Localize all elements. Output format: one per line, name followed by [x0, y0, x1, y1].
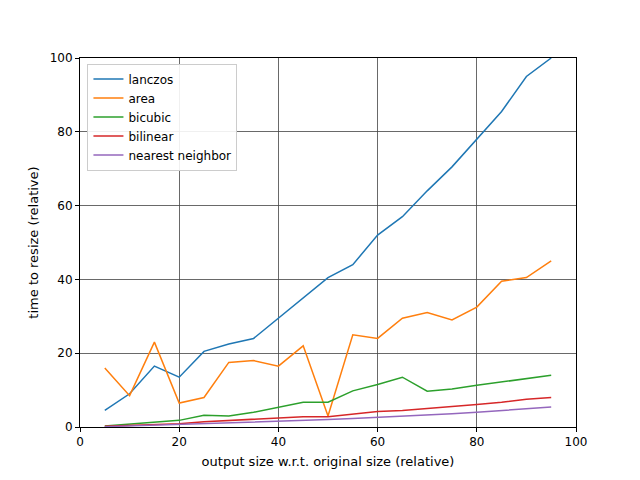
svg-text:20: 20 — [57, 346, 72, 360]
svg-text:output size w.r.t. original si: output size w.r.t. original size (relati… — [202, 454, 455, 469]
svg-text:60: 60 — [370, 435, 385, 449]
svg-text:0: 0 — [76, 435, 84, 449]
svg-text:bicubic: bicubic — [128, 111, 171, 125]
svg-text:100: 100 — [565, 435, 588, 449]
svg-text:80: 80 — [469, 435, 484, 449]
svg-text:40: 40 — [57, 273, 72, 287]
svg-text:60: 60 — [57, 199, 72, 213]
svg-text:20: 20 — [172, 435, 187, 449]
svg-text:40: 40 — [271, 435, 286, 449]
svg-text:0: 0 — [65, 420, 73, 434]
svg-text:nearest neighbor: nearest neighbor — [128, 149, 231, 163]
svg-text:100: 100 — [50, 51, 73, 65]
svg-text:bilinear: bilinear — [128, 130, 173, 144]
svg-text:80: 80 — [57, 125, 72, 139]
svg-text:time to resize (relative): time to resize (relative) — [26, 166, 41, 318]
svg-text:lanczos: lanczos — [128, 73, 173, 87]
svg-text:area: area — [128, 92, 155, 106]
